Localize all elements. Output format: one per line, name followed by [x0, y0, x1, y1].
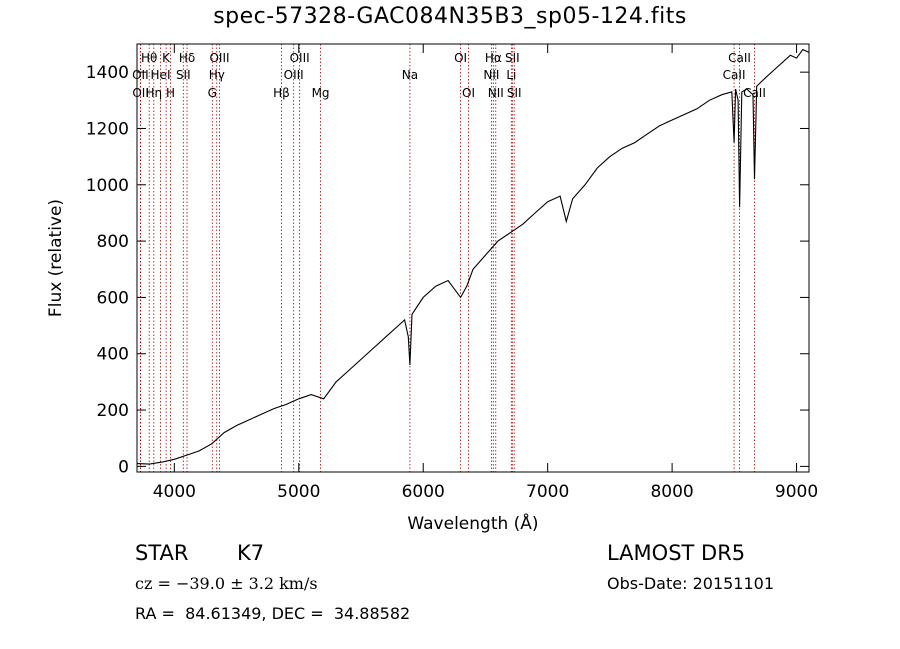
spectral-line-label-24: SII: [507, 86, 522, 100]
spectral-line-label-26: CaII: [723, 68, 746, 82]
spectral-line-label-3: Hη: [145, 86, 162, 100]
spectrum-layer: [136, 48, 810, 465]
spectral-line-label-25: CaII: [728, 51, 751, 65]
x-tick-label-3: 7000: [526, 482, 569, 502]
y-tick-label-4: 800: [97, 232, 129, 252]
x-tick-label-1: 5000: [277, 482, 320, 502]
y-tick-label-3: 600: [97, 288, 129, 308]
x-axis-label: Wavelength (Å): [407, 512, 538, 534]
y-tick-label-6: 1200: [86, 119, 129, 139]
axes-layer: 4000 5000 6000 7000 8000 9000 0 200 400 600 800 100…: [86, 44, 818, 502]
y-axis-label: Flux (relative): [46, 199, 66, 317]
spectral-line-label-23: Li: [506, 68, 516, 82]
spectral-line-label-22: SII: [505, 51, 520, 65]
spectral-line-label-8: Hδ: [179, 51, 195, 65]
spectral-line-label-6: H: [166, 86, 175, 100]
y-tick-label-5: 1000: [86, 176, 129, 196]
object-subclass: K7: [237, 541, 265, 565]
object-class: STAR: [135, 541, 189, 565]
spectral-line-label-9: OIII: [209, 51, 229, 65]
emission-lines-layer: [139, 44, 755, 472]
spectral-line-label-17: OI: [454, 51, 467, 65]
spectral-line-label-10: Hγ: [209, 68, 225, 82]
x-tick-label-2: 6000: [402, 482, 445, 502]
spectral-line-label-7: SII: [176, 68, 191, 82]
x-tick-label-5: 9000: [775, 482, 818, 502]
spectral-line-label-1: OII: [132, 68, 149, 82]
spectrum-series-line: [136, 48, 810, 465]
y-tick-label-7: 1400: [86, 63, 129, 83]
spectral-line-label-15: Mg: [312, 86, 330, 100]
spectral-line-label-4: HeI: [151, 68, 171, 82]
spectral-line-label-5: K: [162, 51, 171, 65]
spectral-line-label-12: Hβ: [273, 86, 290, 100]
spectral-line-label-19: Hα: [485, 51, 502, 65]
spectral-line-label-0: Hθ: [141, 51, 157, 65]
spectral-line-label-27: CaII: [743, 86, 766, 100]
x-tick-label-0: 4000: [153, 482, 196, 502]
spectral-line-label-21: NII: [488, 86, 504, 100]
spectral-line-label-14: OIII: [290, 51, 310, 65]
chart-title: spec-57328-GAC084N35B3_sp05-124.fits: [213, 4, 687, 29]
obs-date: Obs-Date: 20151101: [607, 574, 775, 593]
coordinates-readout: RA = 84.61349, DEC = 34.88582: [135, 604, 411, 623]
spectral-line-label-2: OII: [132, 86, 149, 100]
spectral-line-label-13: OIII: [284, 68, 304, 82]
survey-name: LAMOST DR5: [607, 541, 746, 565]
x-tick-label-4: 8000: [650, 482, 693, 502]
y-tick-label-1: 200: [97, 401, 129, 421]
plot-frame: [136, 43, 810, 473]
velocity-readout: cz = −39.0 ± 3.2 km/s: [135, 574, 318, 593]
spectral-line-label-20: NII: [483, 68, 499, 82]
y-tick-label-0: 0: [118, 457, 129, 477]
spectral-line-label-18: OI: [462, 86, 475, 100]
spectral-line-label-11: G: [208, 86, 217, 100]
spectral-line-label-16: Na: [402, 68, 418, 82]
y-tick-label-2: 400: [97, 345, 129, 365]
